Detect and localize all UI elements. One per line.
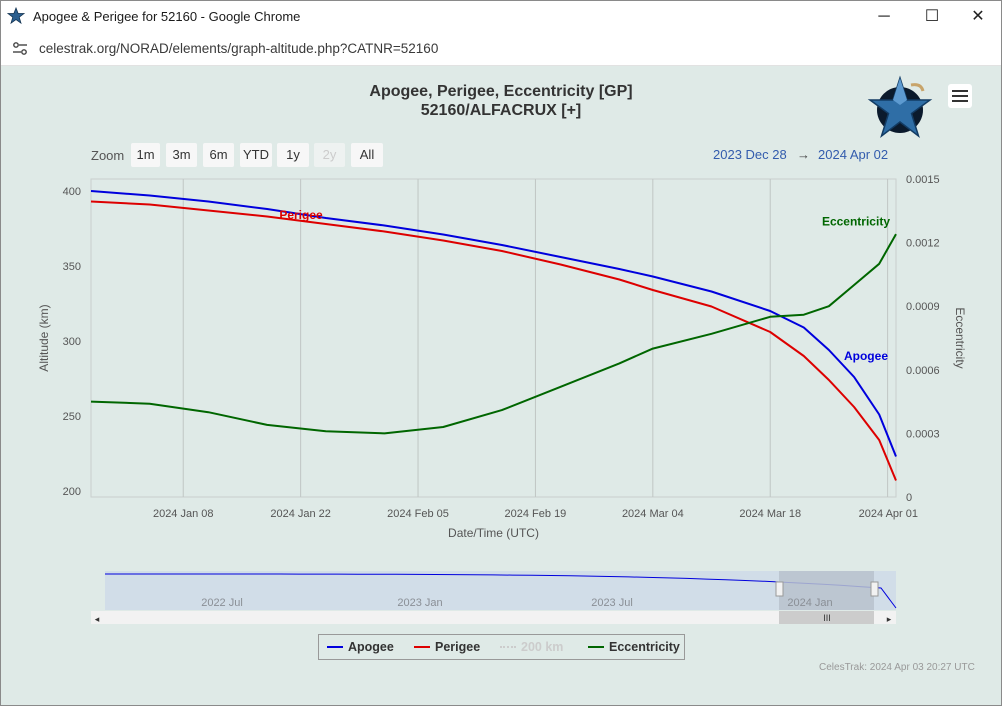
x-tick-label: 2024 Feb 05 <box>387 508 449 520</box>
navigator-left-handle[interactable] <box>775 581 784 597</box>
y2-axis-title: Eccentricity <box>953 307 967 368</box>
celestrak-star-icon <box>7 7 25 25</box>
x-tick-label: 2024 Jan 08 <box>153 508 214 520</box>
y2-tick-label: 0.0012 <box>906 238 940 250</box>
legend-label: Apogee <box>348 640 394 654</box>
y-tick-label: 300 <box>63 336 81 348</box>
window-title: Apogee & Perigee for 52160 - Google Chro… <box>33 9 301 24</box>
navigator-selected-range[interactable] <box>779 571 874 610</box>
x-tick-label: 2024 Jan 22 <box>270 508 331 520</box>
x-tick-label: 2024 Mar 18 <box>739 508 801 520</box>
legend-label: 200 km <box>521 640 564 654</box>
navigator-apogee-line <box>105 573 897 609</box>
chart-menu-button[interactable] <box>948 84 972 108</box>
zoom-1y-button[interactable]: 1y <box>277 143 309 167</box>
navigator-label: 2022 Jul <box>201 597 243 609</box>
zoom-label: Zoom <box>91 148 125 163</box>
x-axis-title: Date/Time (UTC) <box>448 526 539 540</box>
scrollbar-grip: III <box>823 613 831 623</box>
navigator-label: 2024 Jan <box>787 597 832 609</box>
chart-legend: Apogee Perigee 200 km Eccentricity <box>318 634 685 660</box>
series-line-eccentricity <box>90 233 897 435</box>
y2-tick-label: 0.0006 <box>906 365 940 377</box>
perigee-annotation: Perigee <box>279 208 323 222</box>
scroll-left-arrow[interactable]: ◂ <box>95 614 100 624</box>
zoom-all-button[interactable]: All <box>351 143 383 167</box>
navigator-scrollbar[interactable] <box>91 611 896 624</box>
chart-container: Apogee, Perigee, Eccentricity [GP] 52160… <box>1 66 1001 705</box>
y2-tick-label: 0.0015 <box>906 174 940 186</box>
legend-item-perigee[interactable]: Perigee <box>414 635 480 659</box>
range-arrow: → <box>797 147 810 162</box>
navigator-label: 2023 Jul <box>591 597 633 609</box>
legend-item-200km[interactable]: 200 km <box>500 635 563 659</box>
title-bar: Apogee & Perigee for 52160 - Google Chro… <box>1 1 1001 33</box>
celestrak-logo <box>867 75 933 139</box>
plot-area[interactable]: 2024 Jan 08 2024 Jan 22 2024 Feb 05 2024 Fe… <box>1 66 1001 566</box>
y2-tick-label: 0.0009 <box>906 301 940 313</box>
y-tick-label: 350 <box>63 261 81 273</box>
y-tick-label: 200 <box>63 486 81 498</box>
chart-title: Apogee, Perigee, Eccentricity [GP] <box>369 83 633 100</box>
apogee-annotation: Apogee <box>844 349 888 363</box>
zoom-6m-button[interactable]: 6m <box>203 143 234 167</box>
legend-item-apogee[interactable]: Apogee <box>327 635 394 659</box>
address-bar[interactable]: celestrak.org/NORAD/elements/graph-altit… <box>1 33 1001 66</box>
navigator-background <box>105 571 896 610</box>
maximize-button[interactable]: ☐ <box>924 8 940 25</box>
zoom-ytd-button[interactable]: YTD <box>240 143 272 167</box>
series-line-perigee <box>90 200 897 481</box>
navigator-scrollbar-thumb[interactable] <box>779 611 874 624</box>
range-to-input[interactable]: 2024 Apr 02 <box>818 147 889 162</box>
y-tick-label: 400 <box>63 186 81 198</box>
plot-border <box>90 178 897 498</box>
legend-label: Perigee <box>435 640 481 654</box>
credit-text: CelesTrak: 2024 Apr 03 20:27 UTC <box>819 662 975 673</box>
url-text[interactable]: celestrak.org/NORAD/elements/graph-altit… <box>39 41 439 56</box>
scroll-right-arrow[interactable]: ▸ <box>887 614 892 624</box>
site-settings-icon[interactable] <box>11 41 29 57</box>
y-axis-title: Altitude (km) <box>37 304 51 371</box>
minimize-button[interactable]: ─ <box>878 8 890 25</box>
legend-item-eccentricity[interactable]: Eccentricity <box>588 635 680 659</box>
legend-label: Eccentricity <box>609 640 680 654</box>
close-button[interactable]: ✕ <box>971 8 985 25</box>
zoom-2y-button[interactable]: 2y <box>314 143 345 167</box>
chart-subtitle[interactable]: 52160/ALFACRUX [+] <box>420 102 582 119</box>
x-tick-label: 2024 Feb 19 <box>505 508 567 520</box>
navigator-label: 2023 Jan <box>397 597 442 609</box>
zoom-3m-button[interactable]: 3m <box>166 143 197 167</box>
series-line-apogee <box>90 190 897 457</box>
zoom-1m-button[interactable]: 1m <box>131 143 160 167</box>
x-tick-label: 2024 Mar 04 <box>622 508 684 520</box>
navigator[interactable]: 2022 Jul 2023 Jan 2023 Jul 2024 Jan III … <box>1 66 1001 626</box>
y2-tick-label: 0 <box>906 492 912 504</box>
range-from-input[interactable]: 2023 Dec 28 <box>713 147 787 162</box>
navigator-right-handle[interactable] <box>870 581 879 597</box>
y-tick-label: 250 <box>63 411 81 423</box>
y2-tick-label: 0.0003 <box>906 428 940 440</box>
x-tick-label: 2024 Apr 01 <box>859 508 918 520</box>
eccentricity-annotation: Eccentricity <box>822 214 890 228</box>
